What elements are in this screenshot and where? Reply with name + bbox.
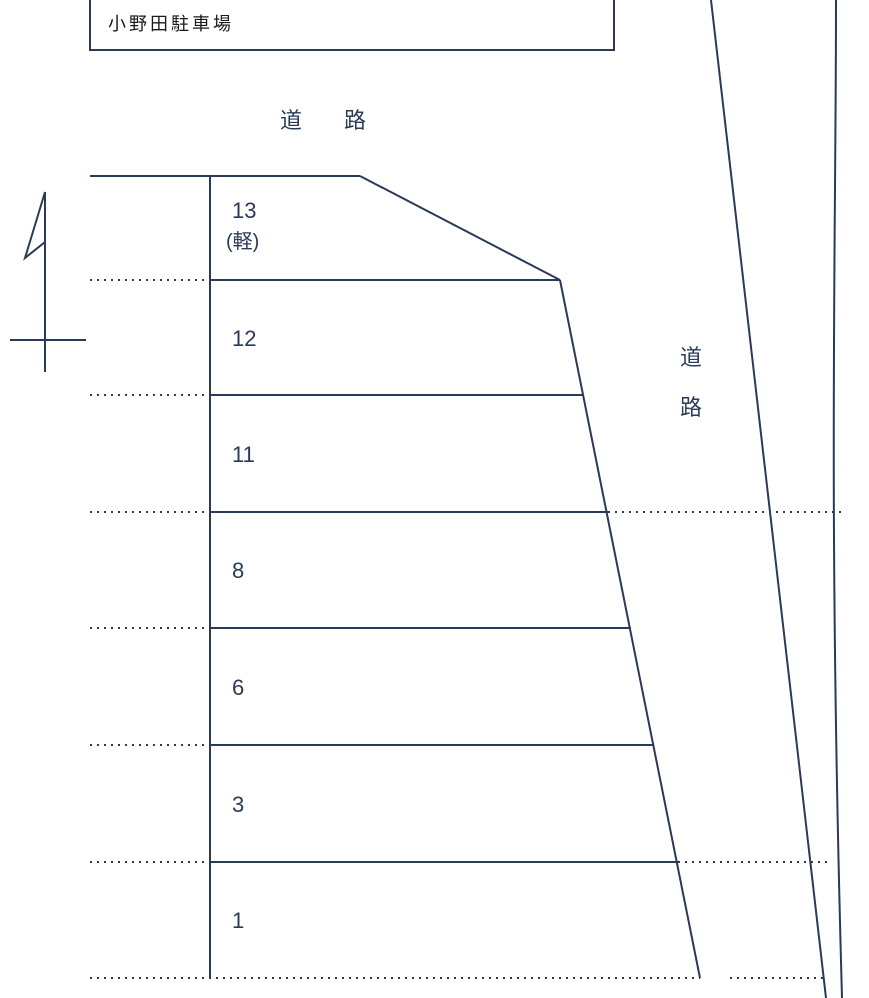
slot-label-3: 3 xyxy=(232,792,244,817)
slot-label-6: 6 xyxy=(232,675,244,700)
parking-lot-outline xyxy=(90,176,700,978)
slot-label-8: 8 xyxy=(232,558,244,583)
parking-slot-labels: 13 (軽) 12 11 8 6 3 1 xyxy=(226,198,259,933)
road-label-top: 道 路 xyxy=(280,108,376,133)
road-label-right-1: 道 xyxy=(680,345,702,370)
parking-dividers xyxy=(90,280,842,978)
slot-label-11: 11 xyxy=(232,442,255,467)
slot-label-13: 13 xyxy=(232,198,256,223)
slot-sub-13: (軽) xyxy=(226,230,259,253)
parking-diagram: 小野田駐車場 道 路 道 路 13 (軽) 12 11 8 6 3 1 xyxy=(0,0,869,998)
north-arrow-icon xyxy=(10,192,86,372)
road-inner-line xyxy=(711,0,826,998)
lot-diagonal-edge xyxy=(360,176,560,280)
parking-lot-title: 小野田駐車場 xyxy=(108,14,234,34)
slot-label-12: 12 xyxy=(232,326,256,351)
road-outer-line xyxy=(834,0,842,998)
slot-label-1: 1 xyxy=(232,908,244,933)
road-label-right-2: 路 xyxy=(680,395,702,420)
right-road-lines xyxy=(711,0,842,998)
